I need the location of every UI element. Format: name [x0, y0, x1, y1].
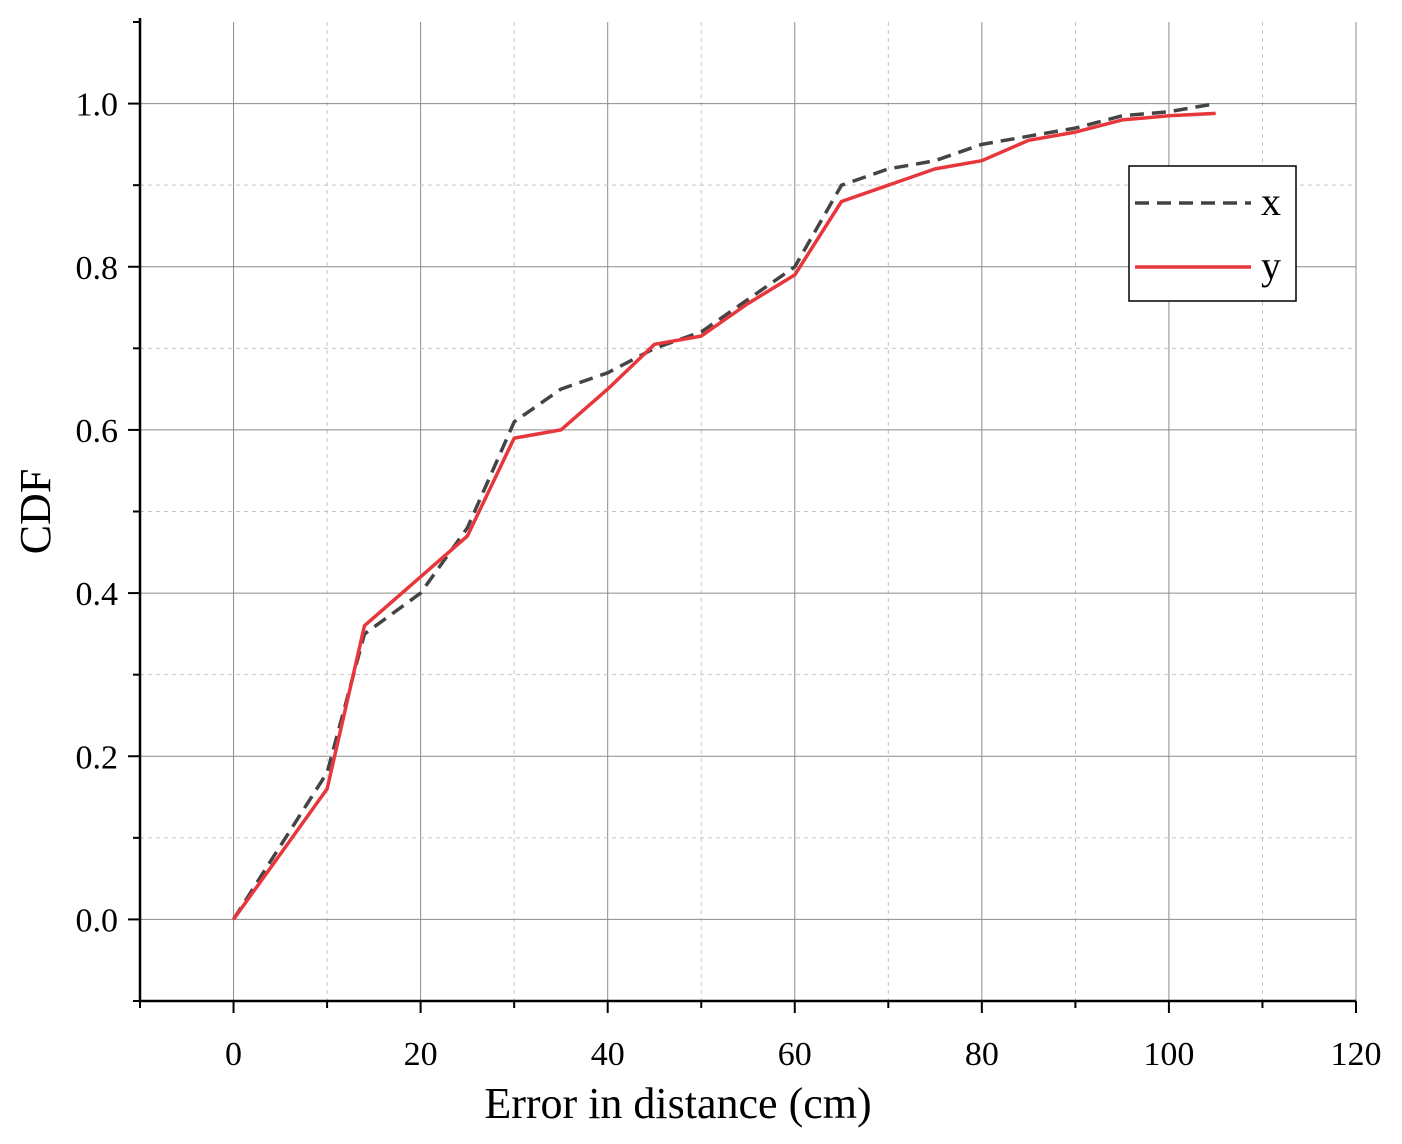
series-lines [232, 101, 1216, 921]
y-tick-label: 0.8 [76, 250, 119, 287]
legend-label-x: x [1261, 179, 1281, 224]
axes: 0 20 40 60 80 100 120 0.0 0.2 0.4 0.6 0.8 1.0 [76, 18, 1382, 1073]
y-axis-title: CDF [11, 469, 60, 555]
y-tick-label: 0.0 [76, 902, 119, 939]
x-tick-label: 60 [778, 1036, 812, 1073]
legend-label-y: y [1261, 243, 1281, 288]
x-tick-label: 0 [225, 1036, 242, 1073]
series-line-y [232, 111, 1216, 921]
x-tick-label: 40 [591, 1036, 625, 1073]
y-tick-label: 0.6 [76, 413, 119, 450]
series-line-x [232, 101, 1216, 921]
y-tick-label: 0.4 [76, 576, 119, 613]
x-axis-title: Error in distance (cm) [484, 1079, 871, 1128]
legend-box [1128, 165, 1297, 302]
x-tick-label: 100 [1143, 1036, 1194, 1073]
y-tick-label: 0.2 [76, 739, 119, 776]
legend: xy [1128, 165, 1297, 302]
y-tick-label: 1.0 [76, 87, 119, 124]
x-tick-label: 80 [965, 1036, 999, 1073]
x-tick-label: 120 [1331, 1036, 1382, 1073]
x-tick-label: 20 [404, 1036, 438, 1073]
